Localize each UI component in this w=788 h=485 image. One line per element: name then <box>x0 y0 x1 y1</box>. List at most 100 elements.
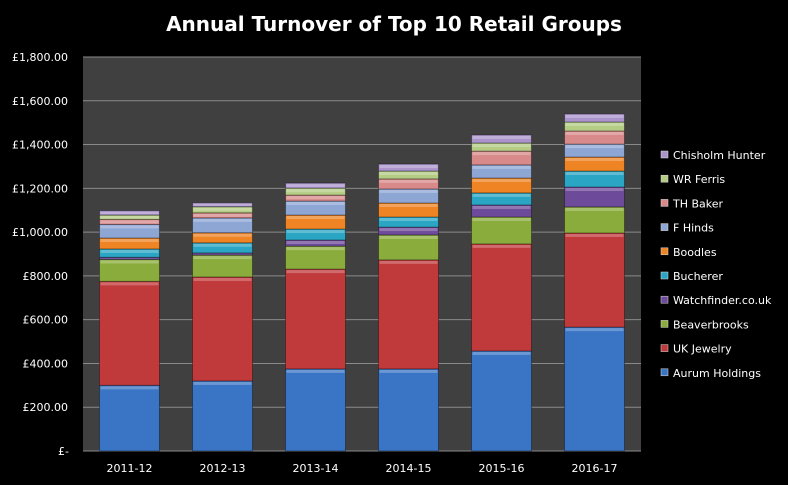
y-tick-label: £1,000.00 <box>12 226 68 239</box>
y-tick-label: £1,600.00 <box>12 95 68 108</box>
bar-segment <box>378 259 439 370</box>
y-tick-label: £- <box>58 445 69 458</box>
bar-segment-highlight <box>379 218 438 222</box>
bar-segment-highlight <box>472 165 531 169</box>
bar-segment-highlight <box>193 203 252 206</box>
bar-segment <box>471 243 532 352</box>
bar-segment-highlight <box>286 240 345 244</box>
bar-segment <box>99 280 160 386</box>
bar-segment-highlight <box>100 260 159 264</box>
chart-title: Annual Turnover of Top 10 Retail Groups <box>166 12 622 36</box>
bar-segment-highlight <box>565 188 624 192</box>
bar-segment <box>99 384 160 452</box>
y-tick-label: £600.00 <box>23 314 69 327</box>
legend-label: Beaverbrooks <box>673 318 749 331</box>
legend-swatch <box>660 368 669 377</box>
bar-segment-highlight <box>379 179 438 183</box>
bar-segment <box>471 134 532 144</box>
bar-segment-highlight <box>472 152 531 156</box>
bar-segment-highlight <box>100 386 159 390</box>
bar-segment-highlight <box>472 205 531 209</box>
bar-segment-highlight <box>565 172 624 176</box>
legend-swatch <box>660 320 669 328</box>
bar-segment-highlight <box>472 135 531 139</box>
legend-label: TH Baker <box>672 197 724 210</box>
bar-segment-highlight <box>100 211 159 215</box>
bar-segment-highlight <box>193 218 252 222</box>
bar-segment-highlight <box>193 381 252 385</box>
legend-label: F Hinds <box>673 222 714 235</box>
bar-segment-highlight <box>286 216 345 220</box>
legend-swatch <box>660 223 669 231</box>
x-tick-label: 2012-13 <box>200 462 246 475</box>
bar-segment <box>564 113 625 123</box>
y-tick-label: £200.00 <box>23 401 69 414</box>
y-tick-label: £800.00 <box>23 270 69 283</box>
y-tick-label: £1,800.00 <box>12 51 68 64</box>
legend-swatch <box>660 199 669 207</box>
bar-segment-highlight <box>286 189 345 193</box>
bar-segment <box>192 380 253 452</box>
bar-segment-highlight <box>100 249 159 253</box>
bar-segment-highlight <box>286 202 345 206</box>
bar-segment-highlight <box>100 216 159 219</box>
y-tick-label: £400.00 <box>23 357 69 370</box>
bar-segment-highlight <box>193 213 252 217</box>
bar-segment-highlight <box>379 235 438 239</box>
legend-label: WR Ferris <box>673 173 725 186</box>
x-tick-label: 2013-14 <box>293 462 339 475</box>
bar-segment <box>378 368 439 452</box>
legend-swatch <box>660 174 669 183</box>
legend-label: Aurum Holdings <box>673 367 761 380</box>
x-tick-label: 2014-15 <box>386 462 432 475</box>
bar-segment <box>285 368 346 452</box>
bar-segment-highlight <box>379 228 438 232</box>
bar-segment-highlight <box>565 207 624 211</box>
bar-segment-highlight <box>565 158 624 162</box>
y-tick-label: £1,400.00 <box>12 139 68 152</box>
bar-segment-highlight <box>193 207 252 211</box>
bar-segment-highlight <box>379 189 438 193</box>
bar-segment-highlight <box>100 239 159 243</box>
bar-segment <box>192 276 253 382</box>
bar-segment-highlight <box>472 179 531 183</box>
bar-segment-highlight <box>565 123 624 127</box>
bar-segment-highlight <box>472 193 531 197</box>
bar-segment-highlight <box>472 244 531 248</box>
legend-swatch <box>660 271 669 280</box>
bar-segment-highlight <box>565 114 624 118</box>
bar-segment-highlight <box>472 351 531 355</box>
bar-segment-highlight <box>565 145 624 149</box>
x-tick-label: 2011-12 <box>107 462 153 475</box>
y-tick-label: £1,200.00 <box>12 182 68 195</box>
legend-swatch <box>660 344 669 352</box>
bar-segment-highlight <box>565 328 624 332</box>
legend-label: Boodles <box>673 246 717 259</box>
bar-segment-highlight <box>193 243 252 247</box>
bar-segment <box>99 210 160 216</box>
bar-segment <box>564 232 625 328</box>
legend-swatch <box>660 150 669 159</box>
bar-segment <box>564 186 625 208</box>
bar-segment-highlight <box>472 218 531 222</box>
bar-segment <box>99 237 160 250</box>
bar-segment-highlight <box>100 282 159 286</box>
legend-label: Chisholm Hunter <box>673 149 766 162</box>
bar-segment-highlight <box>100 225 159 229</box>
bar-segment-highlight <box>379 260 438 264</box>
bar-segment-highlight <box>379 172 438 176</box>
x-tick-label: 2015-16 <box>479 462 525 475</box>
bar-segment <box>564 326 625 452</box>
x-tick-label: 2016-17 <box>572 462 618 475</box>
legend-label: Bucherer <box>673 270 723 283</box>
bar-segment-highlight <box>193 277 252 281</box>
bar-segment-highlight <box>100 220 159 224</box>
bar-segment <box>378 234 439 261</box>
bar-segment-highlight <box>379 203 438 207</box>
bar-segment-highlight <box>286 184 345 188</box>
legend-label: Watchfinder.co.uk <box>673 294 772 307</box>
bar-segment-highlight <box>286 247 345 251</box>
bar-segment <box>285 182 346 189</box>
